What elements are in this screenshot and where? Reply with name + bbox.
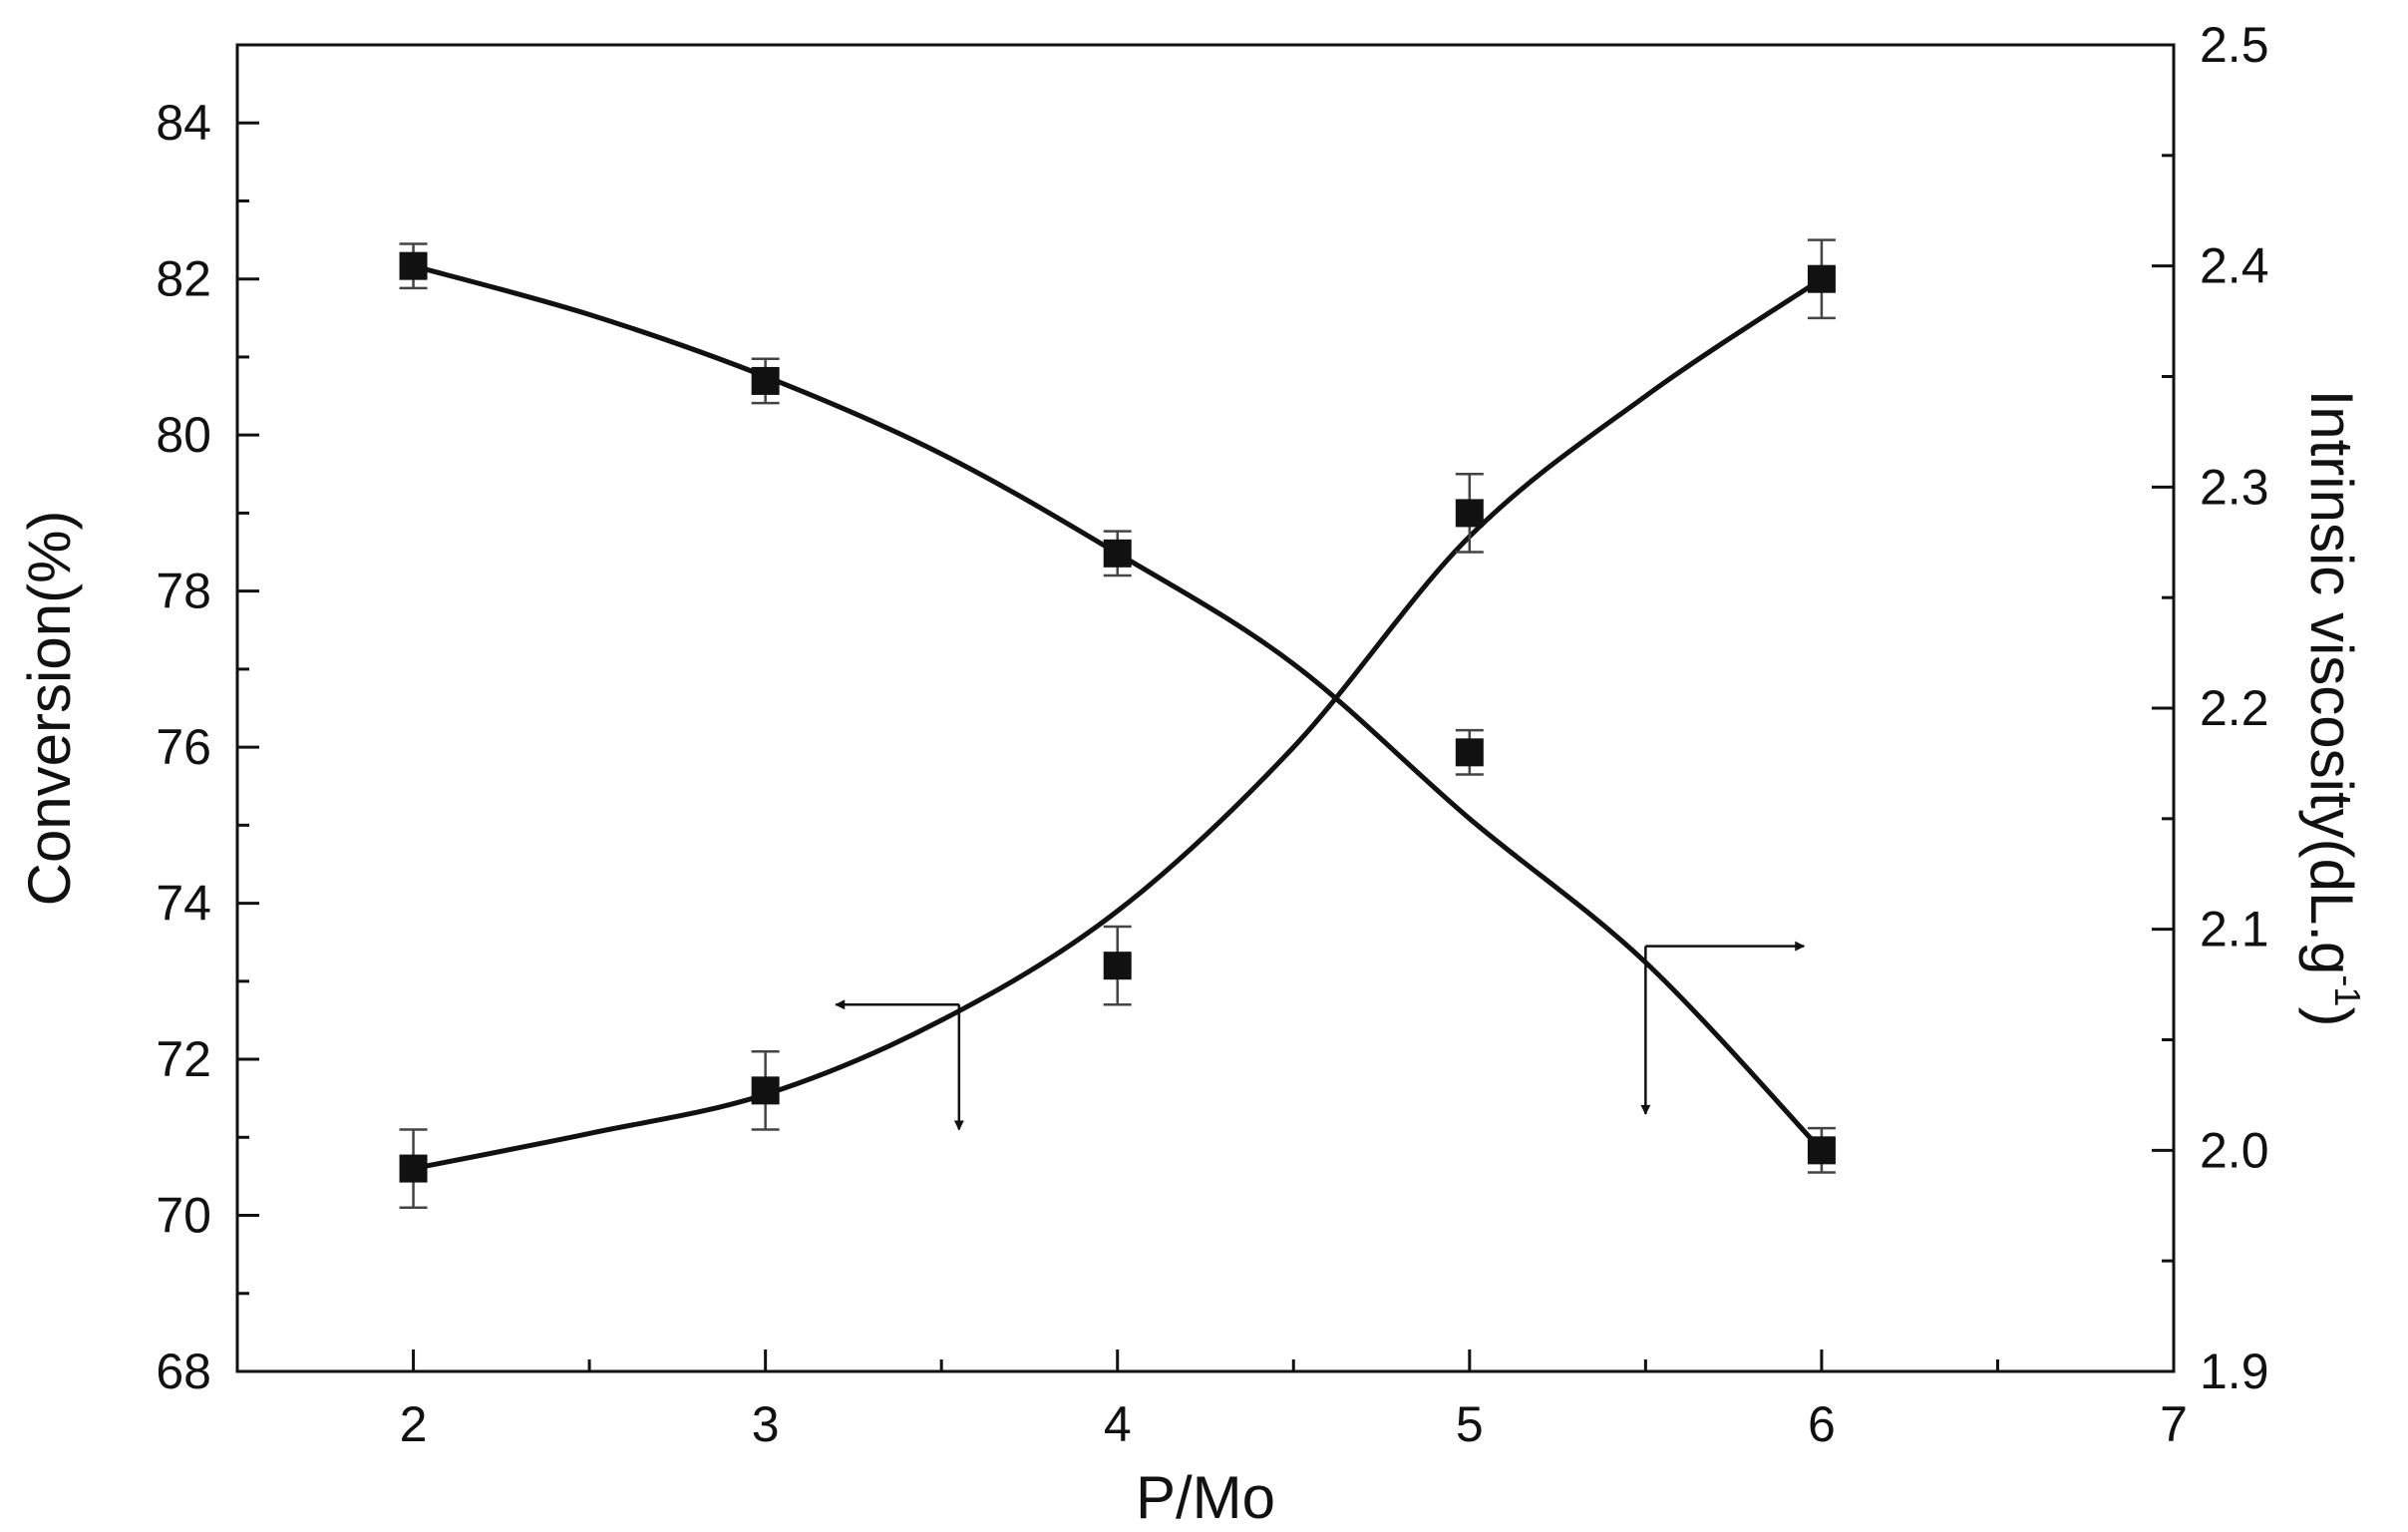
y-left-tick-label: 80 [156,407,211,463]
plot-frame [235,43,2176,1373]
y-right-tick-label: 2.2 [2200,680,2269,736]
fit-curves [412,263,1824,1172]
y-left-tick-label: 72 [156,1031,211,1087]
data-point-right [751,366,780,395]
x-tick-label: 5 [1456,1396,1484,1452]
y-right-tick-label: 2.0 [2200,1122,2269,1178]
y-left-tick-label: 84 [156,95,211,151]
y-left-axis-title: Conversion(%) [16,511,83,907]
y-left-tick-label: 78 [156,564,211,619]
y-right-tick-label: 2.4 [2200,238,2269,294]
y-left-tick-label: 68 [156,1343,211,1399]
y-right-axis-title: Intrinsic viscosity(dL.g-1) [2298,390,2368,1027]
x-axis-title: P/Mo [1136,1464,1275,1531]
y-right-axis-title-close: ) [2298,1006,2365,1026]
y-right-axis-title-main: Intrinsic viscosity(dL.g [2298,390,2365,975]
data-point-left [1807,264,1836,293]
y-left-tick-label: 74 [156,876,211,932]
data-point-left [751,1076,780,1105]
x-tick-label: 3 [752,1396,780,1452]
x-tick-label: 4 [1104,1396,1132,1452]
data-points [399,251,1836,1183]
data-point-right [1807,1136,1836,1165]
axis-ticks [237,43,2176,1373]
data-point-right [399,251,428,280]
data-point-left [1455,499,1484,528]
y-left-tick-label: 70 [156,1188,211,1244]
data-point-left [399,1154,428,1183]
y-left-tick-label: 76 [156,719,211,775]
y-left-tick-label: 82 [156,251,211,307]
y-right-tick-label: 2.1 [2200,902,2269,958]
annotation-arrows [835,941,1806,1131]
y-right-tick-label: 1.9 [2200,1343,2269,1399]
y-right-axis-title-sup: -1 [2327,974,2368,1006]
data-point-right [1455,738,1484,767]
error-bars [399,238,1836,1209]
fit-line-right [412,263,1824,1153]
tick-labels: 2 3 4 5 6 7 68 70 72 74 76 78 80 82 84 1.9 2.0 2.1 2.2 2.3 2… [156,17,2268,1452]
fit-line-left [413,276,1824,1172]
data-point-right [1103,539,1132,568]
y-right-tick-label: 2.5 [2200,17,2269,73]
x-tick-label: 7 [2160,1396,2188,1452]
data-point-left [1103,952,1132,980]
x-tick-label: 6 [1808,1396,1836,1452]
y-right-tick-label: 2.3 [2200,459,2269,515]
x-tick-label: 2 [400,1396,428,1452]
